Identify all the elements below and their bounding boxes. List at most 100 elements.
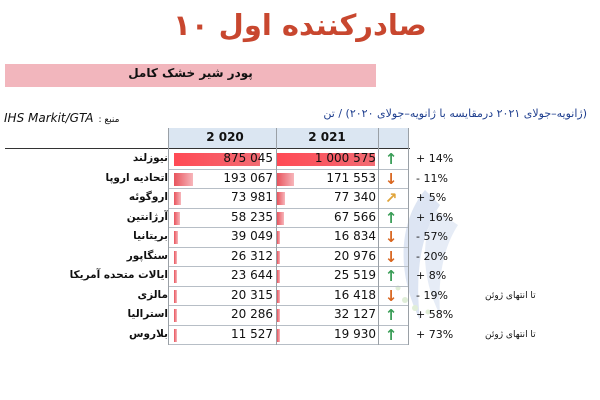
bar-2021 xyxy=(277,231,280,244)
value-cell-2021: 19 930 xyxy=(277,327,378,344)
bar-2021 xyxy=(277,289,280,303)
table-row: نیوزلند 875 045 1 000 575 ↑ + 14% xyxy=(0,150,600,170)
year-header-2021: 2 021 xyxy=(308,130,346,144)
country-label: بریتانیا xyxy=(133,230,168,242)
trend-up-icon: ↑ xyxy=(384,306,398,324)
row-divider xyxy=(168,188,408,189)
value-cell-2021: 20 976 xyxy=(277,249,378,266)
country-label: مالزی xyxy=(137,288,168,301)
trend-down-icon: ↓ xyxy=(384,286,398,305)
trend-up-icon: ↑ xyxy=(384,325,398,344)
period-note: تا انتهای ژوئن xyxy=(485,290,536,301)
value-label: 39 049 xyxy=(231,229,273,243)
page-title: ۱۰ صادرکننده اول xyxy=(173,8,427,42)
value-label: 58 235 xyxy=(231,209,273,224)
change-percent: + 5% xyxy=(416,191,447,204)
value-cell-2020: 20 315 xyxy=(174,288,275,305)
change-percent: - 19% xyxy=(416,288,448,302)
source-label: IHS Markit/GTA : منبع xyxy=(4,107,207,126)
row-divider xyxy=(168,324,408,326)
value-cell-2020: 58 235 xyxy=(174,210,275,227)
subtitle-band xyxy=(5,64,376,87)
value-cell-2021: 32 127 xyxy=(277,307,378,324)
value-label: 32 127 xyxy=(334,307,376,321)
table-row: سنگاپور 26 312 20 976 ↓ - 20% xyxy=(0,248,600,268)
country-label: نیوزلند xyxy=(132,152,168,164)
row-divider xyxy=(168,168,408,170)
value-label: 77 340 xyxy=(334,190,376,204)
bar-2021 xyxy=(277,172,294,186)
bar-2020 xyxy=(174,289,177,303)
value-cell-2020: 193 067 xyxy=(174,171,275,188)
bar-2020 xyxy=(174,231,178,244)
table-row: ایالات متحده آمریکا 23 644 25 519 ↑ + 8% xyxy=(0,267,600,287)
period-note: تا انتهای ژوئن xyxy=(485,329,536,340)
subtitle: پودر شیر خشک کامل xyxy=(128,66,253,80)
change-percent: + 16% xyxy=(416,210,454,224)
bar-2021 xyxy=(277,153,375,166)
header-divider xyxy=(5,148,410,149)
period-label: (ژانویه–جولای ۲۰۲۱ درمقایسه با ژانویه–جو… xyxy=(323,107,587,120)
value-label: 875 045 xyxy=(223,151,273,165)
bar-2020 xyxy=(174,192,181,205)
col-sep-end xyxy=(408,128,409,345)
value-cell-2021: 16 418 xyxy=(277,288,378,305)
country-label: اروگوئه xyxy=(128,191,168,203)
col-sep-mid xyxy=(276,128,277,345)
value-cell-2021: 77 340 xyxy=(277,190,378,207)
bar-2020 xyxy=(174,172,193,186)
change-percent: - 20% xyxy=(416,249,448,263)
value-cell-2020: 23 644 xyxy=(174,268,275,285)
bar-2021 xyxy=(277,211,284,225)
row-divider xyxy=(168,285,408,287)
trend-up-icon: ↑ xyxy=(384,208,398,227)
trend-up-icon: ↑ xyxy=(384,267,398,285)
change-percent: + 73% xyxy=(416,327,454,341)
col-sep-left xyxy=(168,128,169,345)
value-label: 26 312 xyxy=(231,248,273,263)
value-label: 20 286 xyxy=(231,307,273,321)
bar-2020 xyxy=(174,270,177,283)
value-label: 171 553 xyxy=(326,170,376,185)
trend-down-icon: ↓ xyxy=(384,247,398,266)
value-label: 16 418 xyxy=(334,287,376,302)
country-label: آرژانتین xyxy=(126,210,168,223)
trend-down-icon: ↓ xyxy=(384,228,398,246)
value-label: 67 566 xyxy=(334,209,376,224)
row-divider xyxy=(168,207,408,209)
table-row: بلاروس 11 527 19 930 ↑ + 73% تا انتهای ژوئن xyxy=(0,326,600,346)
bar-2020 xyxy=(174,328,177,342)
row-divider xyxy=(168,305,408,306)
bar-2021 xyxy=(277,309,280,322)
value-label: 25 519 xyxy=(334,268,376,282)
table-row: مالزی 20 315 16 418 ↓ - 19% تا انتهای ژوئن xyxy=(0,287,600,307)
table-row: بریتانیا 39 049 16 834 ↓ - 57% xyxy=(0,228,600,248)
value-cell-2021: 67 566 xyxy=(277,210,378,227)
bar-2020 xyxy=(174,153,260,166)
table-row: اروگوئه 73 981 77 340 ↗ + 5% xyxy=(0,189,600,209)
year-header-band xyxy=(168,128,408,148)
table-row: آرژانتین 58 235 67 566 ↑ + 16% xyxy=(0,209,600,229)
value-label: 11 527 xyxy=(231,326,273,341)
value-label: 16 834 xyxy=(334,229,376,243)
row-divider xyxy=(168,246,408,248)
country-label: اتحادیه اروپا xyxy=(105,171,168,184)
country-label: ایالات متحده آمریکا xyxy=(69,269,168,281)
col-sep-right xyxy=(378,128,379,345)
trend-down-icon: ↓ xyxy=(384,169,398,188)
row-divider xyxy=(168,344,408,345)
value-cell-2020: 11 527 xyxy=(174,327,275,344)
country-label: استرالیا xyxy=(127,308,168,320)
change-percent: - 57% xyxy=(416,230,448,243)
change-percent: + 58% xyxy=(416,308,454,321)
value-cell-2021: 16 834 xyxy=(277,229,378,246)
value-label: 20 976 xyxy=(334,248,376,263)
row-divider xyxy=(168,227,408,228)
change-percent: - 11% xyxy=(416,171,448,185)
country-label: بلاروس xyxy=(129,327,168,340)
trend-diag-icon: ↗ xyxy=(384,189,398,207)
change-percent: + 14% xyxy=(416,152,454,165)
bar-2021 xyxy=(277,270,280,283)
value-label: 1 000 575 xyxy=(314,151,376,165)
trend-up-icon: ↑ xyxy=(384,150,398,168)
